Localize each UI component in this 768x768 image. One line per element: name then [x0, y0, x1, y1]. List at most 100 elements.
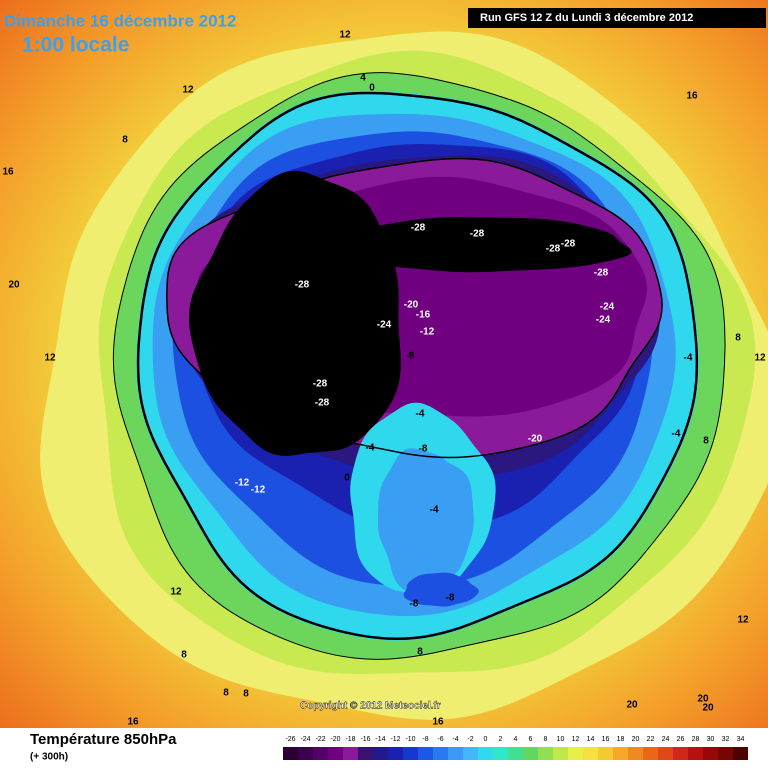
contour-label: -20 [404, 300, 419, 311]
contour-label: -12 [251, 485, 266, 496]
contour-label: 20 [702, 703, 714, 714]
color-swatch [613, 747, 628, 760]
temperature-zone [403, 572, 479, 607]
color-swatch [523, 747, 538, 760]
color-swatch [718, 747, 733, 760]
scale-label: 18 [617, 736, 625, 743]
contour-label: -28 [411, 223, 426, 234]
scale-label: -12 [390, 736, 400, 743]
scale-label: 20 [632, 736, 640, 743]
contour-label: 12 [182, 85, 194, 96]
contour-label: 4 [360, 73, 366, 84]
color-swatch [463, 747, 478, 760]
contour-label: 0 [344, 473, 350, 484]
zero-contour [136, 91, 699, 641]
color-swatch [658, 747, 673, 760]
scale-label: 8 [544, 736, 548, 743]
run-box [468, 8, 766, 28]
color-swatch [598, 747, 613, 760]
scale-label: 34 [737, 736, 745, 743]
contour-label: 20 [8, 280, 20, 291]
scale-label: 14 [587, 736, 595, 743]
contour-label: 16 [686, 91, 698, 102]
color-swatch [703, 747, 718, 760]
scale-label: 26 [677, 736, 685, 743]
temperature-field [40, 31, 768, 720]
scale-label: -2 [467, 736, 473, 743]
contour-label: -4 [366, 443, 375, 454]
lead-time: (+ 300h) [30, 752, 68, 763]
color-swatch [688, 747, 703, 760]
contour-label: 16 [2, 167, 14, 178]
contour-label: 12 [44, 353, 56, 364]
field-title: Température 850hPa [30, 731, 177, 748]
color-swatch [583, 747, 598, 760]
contour-label: -28 [561, 239, 576, 250]
scale-label: 32 [722, 736, 730, 743]
contour-label: -28 [315, 398, 330, 409]
contour-label: 8 [417, 647, 423, 658]
contour-label: -8 [406, 351, 415, 362]
color-swatch [538, 747, 553, 760]
contour-label: -8 [410, 599, 419, 610]
color-swatch [403, 747, 418, 760]
contour-label: 20 [626, 700, 638, 711]
color-swatch [298, 747, 313, 760]
color-swatch [733, 747, 748, 760]
scale-label: 12 [572, 736, 580, 743]
scale-label: -14 [375, 736, 385, 743]
scale-label: -18 [345, 736, 355, 743]
color-scale: -26 -24 -22 -20 -18 -16 -14 -12 -10 -8 -6 -4 -2 0 2 4 6 8… [283, 736, 748, 760]
color-swatch [508, 747, 523, 760]
scale-label: 2 [499, 736, 503, 743]
contour-label: 8 [735, 333, 741, 344]
contour-label: -16 [416, 310, 431, 321]
contour-label: -4 [684, 353, 693, 364]
color-swatch [673, 747, 688, 760]
scale-label: 0 [484, 736, 488, 743]
scale-label: -8 [422, 736, 428, 743]
contour-label: 0 [369, 83, 375, 94]
contour-label: 12 [170, 587, 182, 598]
map-time: 1:00 locale [22, 34, 129, 57]
temperature-zone [377, 448, 474, 596]
contour-label: -24 [596, 315, 611, 326]
scale-label: 10 [557, 736, 565, 743]
color-swatch [373, 747, 388, 760]
color-swatch [478, 747, 493, 760]
contour-line [166, 157, 663, 459]
scale-label: -26 [285, 736, 295, 743]
contour-label: -28 [313, 379, 328, 390]
contour-label: 8 [223, 688, 229, 699]
scale-label: 6 [529, 736, 533, 743]
scale-label: 22 [647, 736, 655, 743]
scale-label: -6 [437, 736, 443, 743]
scale-label: -4 [452, 736, 458, 743]
contour-label: -8 [419, 444, 428, 455]
contour-label: -12 [235, 478, 250, 489]
scale-label: 16 [602, 736, 610, 743]
contour-label: 8 [243, 689, 249, 700]
color-swatch [358, 747, 373, 760]
color-swatch [343, 747, 358, 760]
contour-label: -8 [446, 593, 455, 604]
contour-label: 12 [339, 30, 351, 41]
contour-label: 16 [127, 717, 139, 728]
scale-label: 30 [707, 736, 715, 743]
contour-label: 8 [122, 135, 128, 146]
contour-label: 8 [703, 436, 709, 447]
contour-label: -24 [600, 302, 615, 313]
run-label: Run GFS 12 Z du Lundi 3 décembre 2012 [480, 12, 693, 24]
contour-label: -4 [416, 409, 425, 420]
color-swatch [433, 747, 448, 760]
scale-label: -16 [360, 736, 370, 743]
contour-label: 20 [697, 694, 709, 705]
contour-label: 16 [432, 717, 444, 728]
color-swatch [313, 747, 328, 760]
color-swatch [388, 747, 403, 760]
color-swatch [553, 747, 568, 760]
scale-label: 4 [514, 736, 518, 743]
contour-label: -20 [528, 434, 543, 445]
